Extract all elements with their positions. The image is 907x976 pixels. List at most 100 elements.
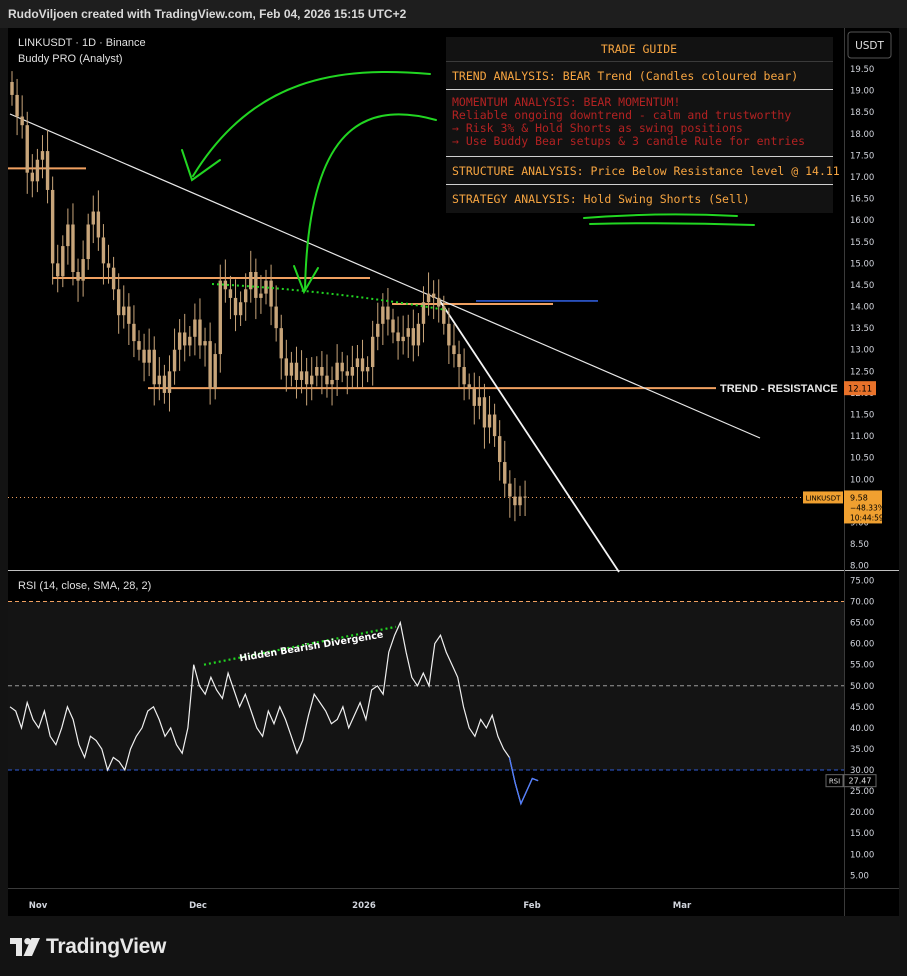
candle [183,313,187,362]
candle-body [177,332,182,350]
candle [523,480,527,517]
candle-body [401,336,405,342]
rsi-tick-label: 70.00 [850,597,874,607]
candle [76,258,80,302]
candle [518,485,522,517]
candle [40,135,45,179]
candle-body [188,336,192,346]
price-tick-label: 19.50 [850,65,874,75]
candle [254,258,258,320]
price-tick-label: 15.00 [850,259,874,269]
candle [472,372,476,425]
candle [142,333,146,382]
candle [294,346,299,399]
candle-body [315,367,319,376]
candle-body [421,302,426,324]
candle [167,355,172,412]
candle-body [152,349,156,385]
candle [116,273,121,334]
candle [350,345,355,390]
candle-body [304,371,309,385]
candle-body [299,371,304,380]
candle-body [81,259,85,281]
candle [25,111,29,194]
candle [274,285,278,342]
trade-guide-panel: TRADE GUIDE TREND ANALYSIS: BEAR Trend (C… [446,37,840,213]
candle [238,291,243,326]
candle-body [208,341,212,389]
rsi-oversold-segment [508,757,539,806]
rsi-value-label: 27.47 [849,777,872,786]
candle [426,272,431,316]
candle-body [497,436,502,463]
candle [325,354,329,398]
candle [45,129,50,204]
rsi-tick-label: 5.00 [850,871,869,881]
chart-svg[interactable]: 20.00 19.50 19.00 18.50 18.00 17.50 17.00 16.50… [8,28,899,916]
candle [198,298,202,359]
candle [406,314,410,358]
momentum-line: → Use Buddy Bear setups & 3 candle Rule … [452,134,805,148]
rsi-label: RSI (14, close, SMA, 28, 2) [18,580,151,592]
candle [497,420,502,481]
candle [467,373,471,400]
candle-body [223,280,228,290]
candle [122,285,126,329]
candle [157,357,162,401]
candle-body [360,358,365,372]
rsi-tick-label: 30.00 [850,766,874,776]
candle-body [162,375,167,393]
rsi-tick-label: 65.00 [850,619,874,629]
candle-body [462,367,466,385]
candle-body [447,323,451,346]
candle-body [381,306,385,324]
candle-body [142,349,146,363]
candle-body [294,362,299,380]
candle-body [91,211,95,225]
candle-body [376,323,380,337]
candle [208,322,212,405]
price-divergence-dots [211,283,447,311]
candle [396,316,400,360]
candle-body [137,341,141,350]
momentum-line: → Risk 3% & Hold Shorts as swing positio… [452,121,743,135]
price-axis-ticks: 20.0019.5019.0018.5018.0017.5017.0016.50… [850,43,874,571]
price-tick-label: 17.50 [850,151,874,161]
candle-body [10,81,14,95]
candle-body [157,375,162,385]
chart-container[interactable]: 20.00 19.50 19.00 18.50 18.00 17.50 17.00 16.50… [8,28,899,916]
candle [137,330,141,361]
rsi-line [9,620,539,806]
candle [289,351,294,387]
last-price-bg [844,490,882,524]
candle [259,275,263,314]
rsi-tick-label: 75.00 [850,576,874,586]
time-tick-label: 2026 [352,901,376,911]
candle-body [325,375,329,385]
candle-body [365,367,370,372]
candle-body [482,397,487,428]
candle [360,339,365,388]
steep-trendline [437,297,620,573]
candle-body [426,293,431,303]
candle [96,190,101,251]
price-tick-label: 14.50 [850,281,874,291]
symbol-title: LINKUSDT · 1D · Binance [18,37,146,49]
candle [56,244,60,293]
currency-button[interactable]: USDT [847,31,892,59]
candle-body [203,341,207,346]
green-underline-1 [583,213,738,219]
candle [269,264,273,326]
candle-body [122,306,126,316]
candle [35,148,40,193]
candle [223,259,228,303]
candle [391,308,395,344]
candle-body [310,375,314,385]
price-tick-label: 11.00 [850,432,874,442]
descending-trendline [9,113,761,439]
candle-body [20,116,24,126]
candle-body [350,367,355,376]
candle [503,440,507,498]
footer-brand: TradingView [10,932,166,962]
last-change-value: −48.33% [850,503,885,512]
